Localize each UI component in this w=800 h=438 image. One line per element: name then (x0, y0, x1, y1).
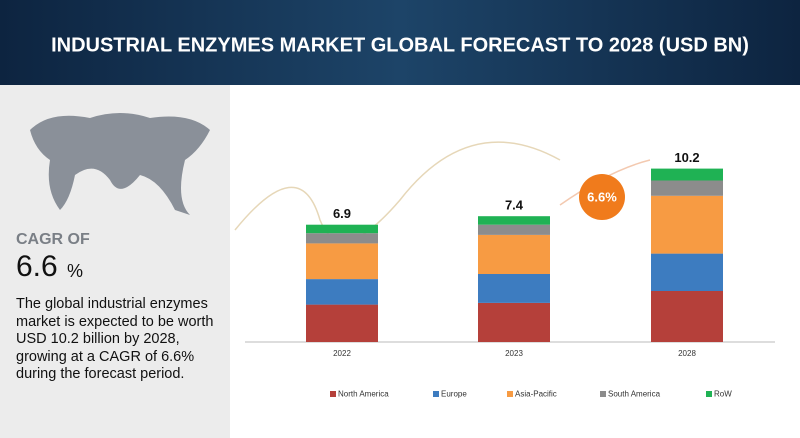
legend-swatch (330, 391, 336, 397)
x-tick-label: 2022 (333, 349, 351, 358)
bar-segment (651, 195, 723, 254)
legend-label: North America (338, 390, 389, 399)
x-tick-label: 2023 (505, 349, 523, 358)
bar-segment (478, 302, 550, 342)
bar-segment (651, 253, 723, 291)
bar-segment (306, 304, 378, 342)
bar-segment (651, 291, 723, 342)
bar-segment (306, 243, 378, 280)
total-label: 7.4 (505, 198, 524, 213)
x-tick-label: 2028 (678, 349, 696, 358)
legend-swatch (600, 391, 606, 397)
cagr-unit: % (67, 261, 83, 281)
bar-segment (306, 279, 378, 305)
header (0, 0, 800, 85)
bar-segment (478, 216, 550, 225)
cagr-bubble (579, 174, 625, 220)
total-label: 10.2 (674, 150, 699, 165)
legend-swatch (706, 391, 712, 397)
cagr-heading: CAGR OF (16, 231, 90, 248)
chart-title: INDUSTRIAL ENZYMES MARKET GLOBAL FORECAS… (51, 34, 749, 56)
legend-swatch (433, 391, 439, 397)
total-label: 6.9 (333, 206, 351, 221)
legend-label: RoW (714, 390, 732, 399)
bar-segment (651, 168, 723, 181)
bar-segment (478, 234, 550, 274)
world-map (30, 113, 210, 215)
bar-segment (651, 180, 723, 196)
legend-swatch (507, 391, 513, 397)
bar-segment (478, 224, 550, 235)
cagr-number: 6.6 (16, 250, 58, 283)
bar-segment (478, 274, 550, 303)
legend-label: South America (608, 390, 661, 399)
bar-segment (306, 233, 378, 244)
legend-label: Asia-Pacific (515, 390, 557, 399)
bar-segment (306, 224, 378, 234)
cagr-bubble-label: 6.6% (587, 189, 617, 204)
legend-label: Europe (441, 390, 467, 399)
description: The global industrial enzymes market is … (16, 296, 214, 382)
